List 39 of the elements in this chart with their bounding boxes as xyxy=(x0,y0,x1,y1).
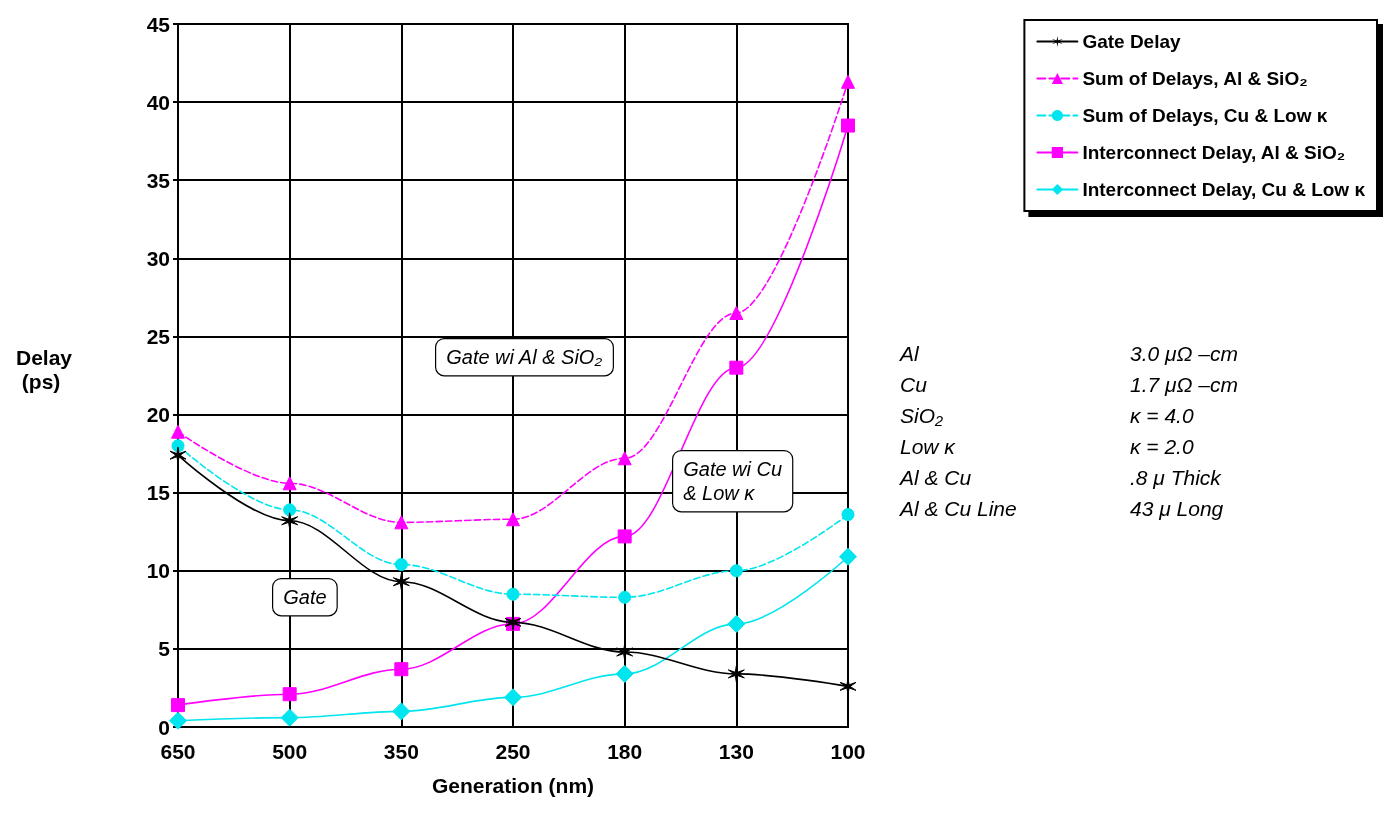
y-tick-label: 35 xyxy=(146,168,171,192)
text: κ = 2.0 xyxy=(1130,435,1194,458)
annotation: Gate xyxy=(283,586,327,609)
y-axis-title: Delay (ps) xyxy=(16,345,73,393)
y-tick-label: 0 xyxy=(158,715,170,739)
x-tick-label: 130 xyxy=(718,740,754,763)
text: 1.7 μΩ –cm xyxy=(1130,373,1239,396)
text: Al & Cu Line xyxy=(898,497,1017,520)
y-tick-label: 10 xyxy=(146,559,170,583)
text: Cu xyxy=(900,373,928,396)
text: SiO₂ xyxy=(900,404,944,427)
y-tick-label: 30 xyxy=(146,246,170,270)
text: 3.0 μΩ –cm xyxy=(1130,342,1239,365)
x-tick-label: 180 xyxy=(607,740,643,763)
text: Al & Cu xyxy=(898,466,972,489)
annotation: Gate wi Cu & Low κ xyxy=(683,458,783,505)
text: Low κ xyxy=(900,435,957,458)
x-tick-label: 250 xyxy=(495,740,531,763)
legend-label: Sum of Delays, Cu & Low κ xyxy=(1082,105,1328,126)
x-tick-label: 500 xyxy=(272,740,308,763)
annotation: Gate wi Al & SiO₂ xyxy=(446,346,603,369)
y-tick-label: 5 xyxy=(158,637,171,661)
x-tick-label: 100 xyxy=(830,740,866,763)
y-tick-label: 25 xyxy=(146,324,171,348)
text: Al xyxy=(898,342,921,365)
x-tick-label: 650 xyxy=(160,740,196,763)
y-tick-label: 40 xyxy=(146,90,170,114)
x-tick-label: 350 xyxy=(383,740,419,763)
y-tick-label: 15 xyxy=(146,481,171,505)
text: .8 μ Thick xyxy=(1130,466,1223,489)
y-tick-label: 20 xyxy=(146,403,170,427)
y-tick-label: 45 xyxy=(146,12,171,36)
text: κ = 4.0 xyxy=(1130,404,1194,427)
legend-label: Gate Delay xyxy=(1082,31,1182,52)
text: 43 μ Long xyxy=(1130,497,1224,520)
legend-label: Sum of Delays, Al & SiO₂ xyxy=(1082,68,1308,89)
x-axis-title: Generation (nm) xyxy=(431,774,595,797)
legend-label: Interconnect Delay, Al & SiO₂ xyxy=(1082,142,1346,163)
legend-label: Interconnect Delay, Cu & Low κ xyxy=(1082,179,1366,200)
